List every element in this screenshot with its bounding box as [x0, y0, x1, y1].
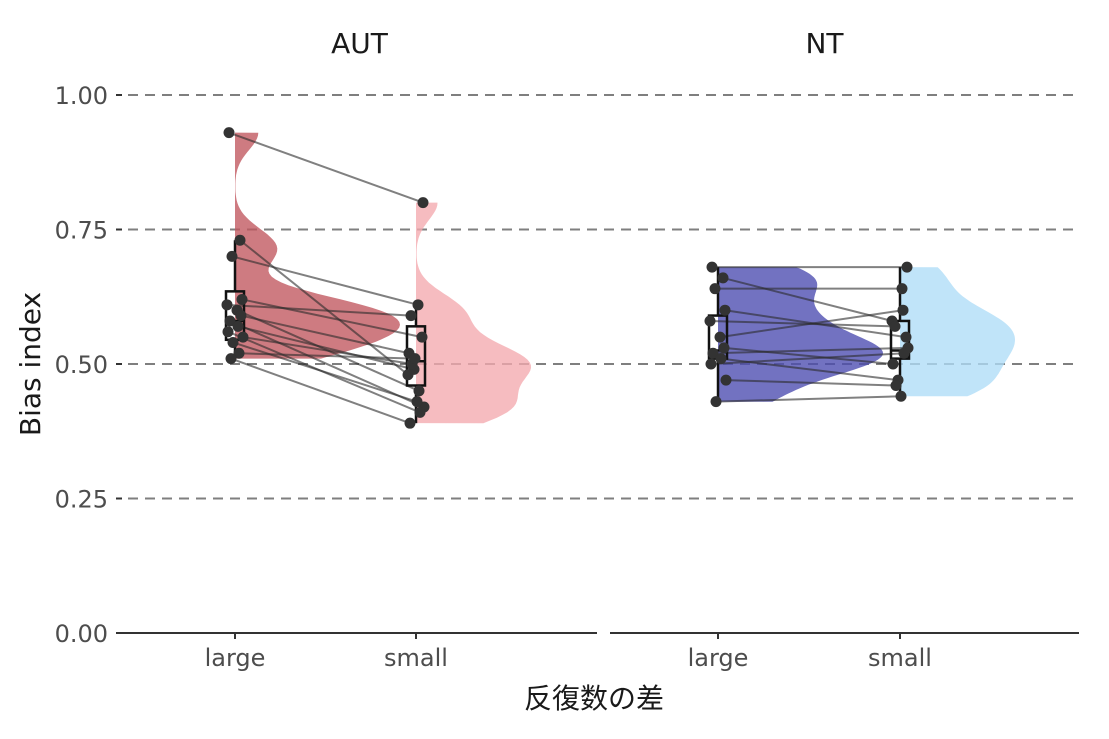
y-tick-label: 0.00	[55, 620, 108, 648]
violin-large	[718, 267, 883, 402]
y-tick-label: 0.50	[55, 351, 108, 379]
data-point-large	[237, 331, 249, 343]
pair-line	[709, 319, 896, 328]
panel-nt	[704, 261, 1015, 408]
pair-line	[719, 309, 904, 339]
data-point-large	[227, 336, 239, 348]
data-point-large	[232, 320, 244, 332]
data-point-large	[709, 283, 721, 295]
data-point-large	[719, 304, 731, 316]
pair-line	[715, 395, 902, 403]
pair-line	[232, 341, 418, 403]
pair-line	[231, 255, 419, 306]
x-axis-title: 反復数の差	[524, 682, 664, 715]
pair-line	[228, 131, 424, 204]
axes-layer: 0.00 0.25 0.50 0.75 1.00 large small large small	[55, 82, 1079, 672]
data-point-large	[236, 293, 248, 305]
x-tick-label: large	[205, 644, 266, 672]
data-point-large	[226, 250, 238, 262]
data-point-large	[704, 315, 716, 327]
data-point-small	[416, 331, 428, 343]
pair-line	[241, 298, 423, 339]
data-point-large	[718, 342, 730, 354]
facet-title: NT	[805, 27, 844, 60]
data-point-small	[896, 283, 908, 295]
pair-line	[238, 352, 416, 360]
pair-line	[239, 239, 409, 376]
data-point-large	[715, 353, 727, 365]
y-tick-label: 1.00	[55, 82, 108, 110]
labels-layer: AUT NT Bias index 反復数の差	[14, 27, 844, 715]
violin-small	[900, 267, 1015, 397]
facet-title: AUT	[331, 27, 389, 60]
data-point-large	[235, 310, 247, 322]
data-point-small	[411, 396, 423, 408]
data-point-small	[887, 358, 899, 370]
data-point-small	[404, 417, 416, 429]
pair-line	[712, 346, 909, 355]
pair-line	[226, 303, 412, 317]
data-point-large	[717, 272, 729, 284]
x-tick-label: small	[868, 644, 932, 672]
data-point-large	[720, 374, 732, 386]
data-point-small	[900, 331, 912, 343]
pair-line	[237, 325, 415, 371]
data-point-small	[414, 406, 426, 418]
data-point-large	[710, 396, 722, 408]
data-point-large	[233, 347, 245, 359]
data-point-large	[705, 358, 717, 370]
data-point-large	[234, 234, 246, 246]
data-point-large	[714, 331, 726, 343]
panel-aut	[221, 127, 531, 429]
y-axis-title: Bias index	[14, 292, 47, 436]
pair-line	[722, 276, 893, 322]
y-tick-label: 0.75	[55, 217, 108, 245]
data-point-large	[223, 127, 235, 139]
data-point-small	[901, 261, 913, 273]
data-point-small	[897, 304, 909, 316]
violin-large	[235, 132, 400, 359]
pair-line	[725, 379, 897, 387]
pair-line	[240, 314, 410, 355]
data-point-small	[890, 380, 902, 392]
data-point-large	[222, 326, 234, 338]
data-point-large	[221, 299, 233, 311]
data-point-large	[706, 261, 718, 273]
pair-line	[242, 336, 413, 365]
x-tick-label: large	[688, 644, 749, 672]
pair-line	[230, 357, 411, 425]
data-point-small	[898, 347, 910, 359]
pair-line	[710, 352, 905, 365]
data-point-large	[224, 315, 236, 327]
data-point-small	[895, 390, 907, 402]
y-tick-label: 0.25	[55, 486, 108, 514]
grid-layer	[128, 94, 1079, 500]
data-point-small	[413, 385, 425, 397]
data-point-small	[889, 320, 901, 332]
data-point-small	[405, 310, 417, 322]
data-point-small	[412, 299, 424, 311]
data-point-small	[417, 197, 429, 209]
data-point-large	[707, 347, 719, 359]
data-point-large	[225, 353, 237, 365]
violin-small	[416, 202, 531, 424]
data-point-small	[409, 353, 421, 365]
x-tick-label: small	[384, 644, 448, 672]
pair-line	[723, 346, 894, 365]
